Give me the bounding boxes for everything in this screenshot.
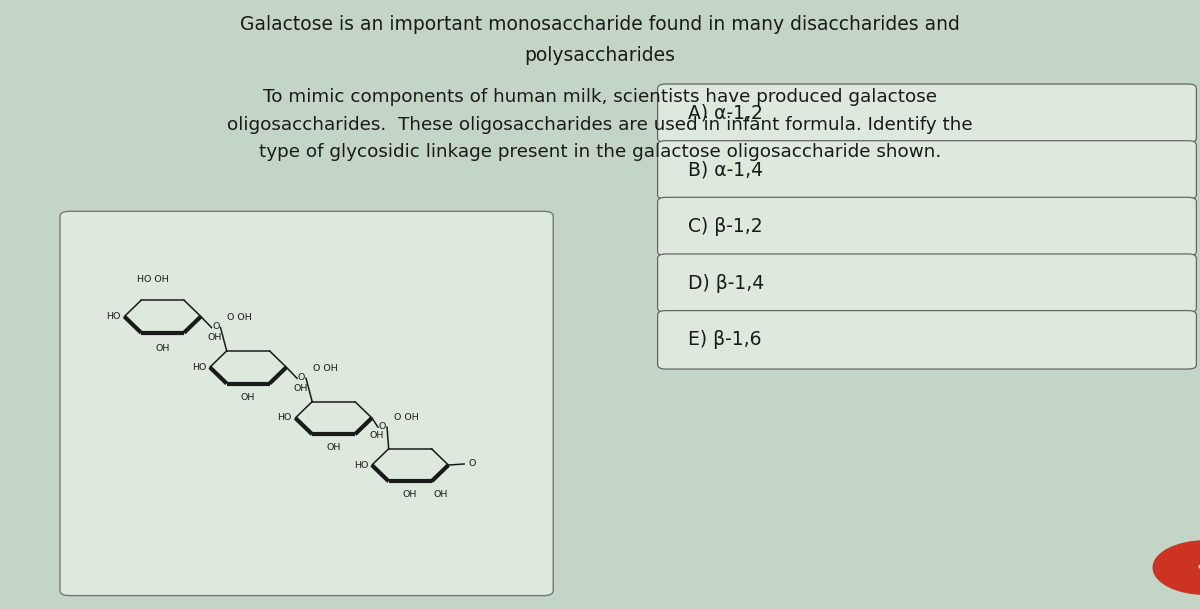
- Text: OH: OH: [293, 384, 307, 393]
- Text: O OH: O OH: [227, 313, 252, 322]
- FancyBboxPatch shape: [658, 84, 1196, 143]
- Text: OH: OH: [208, 333, 222, 342]
- Text: OH: OH: [370, 431, 384, 440]
- Text: D) β-1,4: D) β-1,4: [688, 273, 764, 293]
- Text: OH: OH: [326, 443, 341, 452]
- Text: O OH: O OH: [313, 364, 337, 373]
- Text: C) β-1,2: C) β-1,2: [688, 217, 762, 236]
- Text: polysaccharides: polysaccharides: [524, 46, 676, 65]
- Text: type of glycosidic linkage present in the galactose oligosaccharide shown.: type of glycosidic linkage present in th…: [259, 143, 941, 161]
- FancyBboxPatch shape: [658, 254, 1196, 312]
- Text: E) β-1,6: E) β-1,6: [688, 330, 761, 350]
- Text: OH: OH: [433, 490, 448, 499]
- FancyBboxPatch shape: [658, 141, 1196, 199]
- Text: O: O: [212, 322, 220, 331]
- FancyBboxPatch shape: [658, 197, 1196, 256]
- Text: OH: OH: [241, 393, 256, 401]
- Text: oligosaccharides.  These oligosaccharides are used in infant formula. Identify t: oligosaccharides. These oligosaccharides…: [227, 116, 973, 134]
- FancyBboxPatch shape: [658, 311, 1196, 369]
- FancyBboxPatch shape: [60, 211, 553, 596]
- Text: HO OH: HO OH: [137, 275, 168, 284]
- Text: HO: HO: [277, 414, 292, 423]
- Text: To mimic components of human milk, scientists have produced galactose: To mimic components of human milk, scien…: [263, 88, 937, 107]
- Text: O: O: [298, 373, 305, 382]
- Text: O OH: O OH: [394, 412, 419, 421]
- Text: O: O: [379, 421, 386, 431]
- Text: +: +: [1195, 555, 1200, 580]
- Text: HO: HO: [192, 363, 206, 371]
- Circle shape: [1153, 541, 1200, 594]
- Text: B) α-1,4: B) α-1,4: [688, 160, 763, 180]
- Text: OH: OH: [156, 343, 169, 353]
- Text: OH: OH: [403, 490, 418, 499]
- Text: HO: HO: [354, 460, 368, 470]
- Text: Galactose is an important monosaccharide found in many disaccharides and: Galactose is an important monosaccharide…: [240, 15, 960, 34]
- Text: HO: HO: [107, 312, 121, 321]
- Text: O: O: [469, 459, 476, 468]
- Text: A) α-1,2: A) α-1,2: [688, 104, 762, 123]
